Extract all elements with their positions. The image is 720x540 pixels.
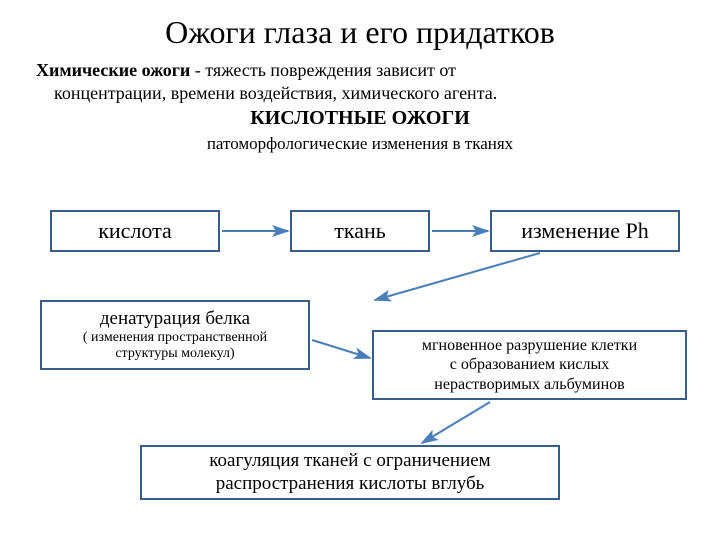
node-denaturation-label: денатурация белка bbox=[100, 308, 250, 330]
node-cell-destruction: мгновенное разрушение клеткис образовани… bbox=[372, 330, 687, 400]
page-title: Ожоги глаза и его придатков bbox=[0, 0, 720, 51]
node-coagulation: коагуляция тканей с ограничениемраспрост… bbox=[140, 445, 560, 500]
subtitle-bold: Химические ожоги bbox=[36, 60, 190, 80]
subtitle-line1: Химические ожоги - тяжесть повреждения з… bbox=[36, 59, 684, 82]
node-acid: кислота bbox=[50, 210, 220, 252]
node-ph-change: изменение Ph bbox=[490, 210, 680, 252]
subtitle-line4: патоморфологические изменения в тканях bbox=[36, 131, 684, 154]
subtitle-block: Химические ожоги - тяжесть повреждения з… bbox=[0, 51, 720, 154]
subtitle-rest: - тяжесть повреждения зависит от bbox=[190, 60, 456, 80]
subtitle-line2: концентрации, времени воздействия, химич… bbox=[36, 82, 684, 105]
node-denaturation-sub: ( изменения пространственнойструктуры мо… bbox=[83, 330, 267, 362]
node-denaturation: денатурация белка ( изменения пространст… bbox=[40, 300, 310, 370]
node-tissue: ткань bbox=[290, 210, 430, 252]
node-tissue-label: ткань bbox=[334, 218, 386, 244]
subtitle-line3: КИСЛОТНЫЕ ОЖОГИ bbox=[36, 104, 684, 131]
node-ph-label: изменение Ph bbox=[521, 218, 648, 244]
node-coag-label: коагуляция тканей с ограничениемраспрост… bbox=[209, 450, 490, 496]
node-acid-label: кислота bbox=[98, 218, 172, 244]
node-cell-label: мгновенное разрушение клеткис образовани… bbox=[422, 336, 637, 394]
